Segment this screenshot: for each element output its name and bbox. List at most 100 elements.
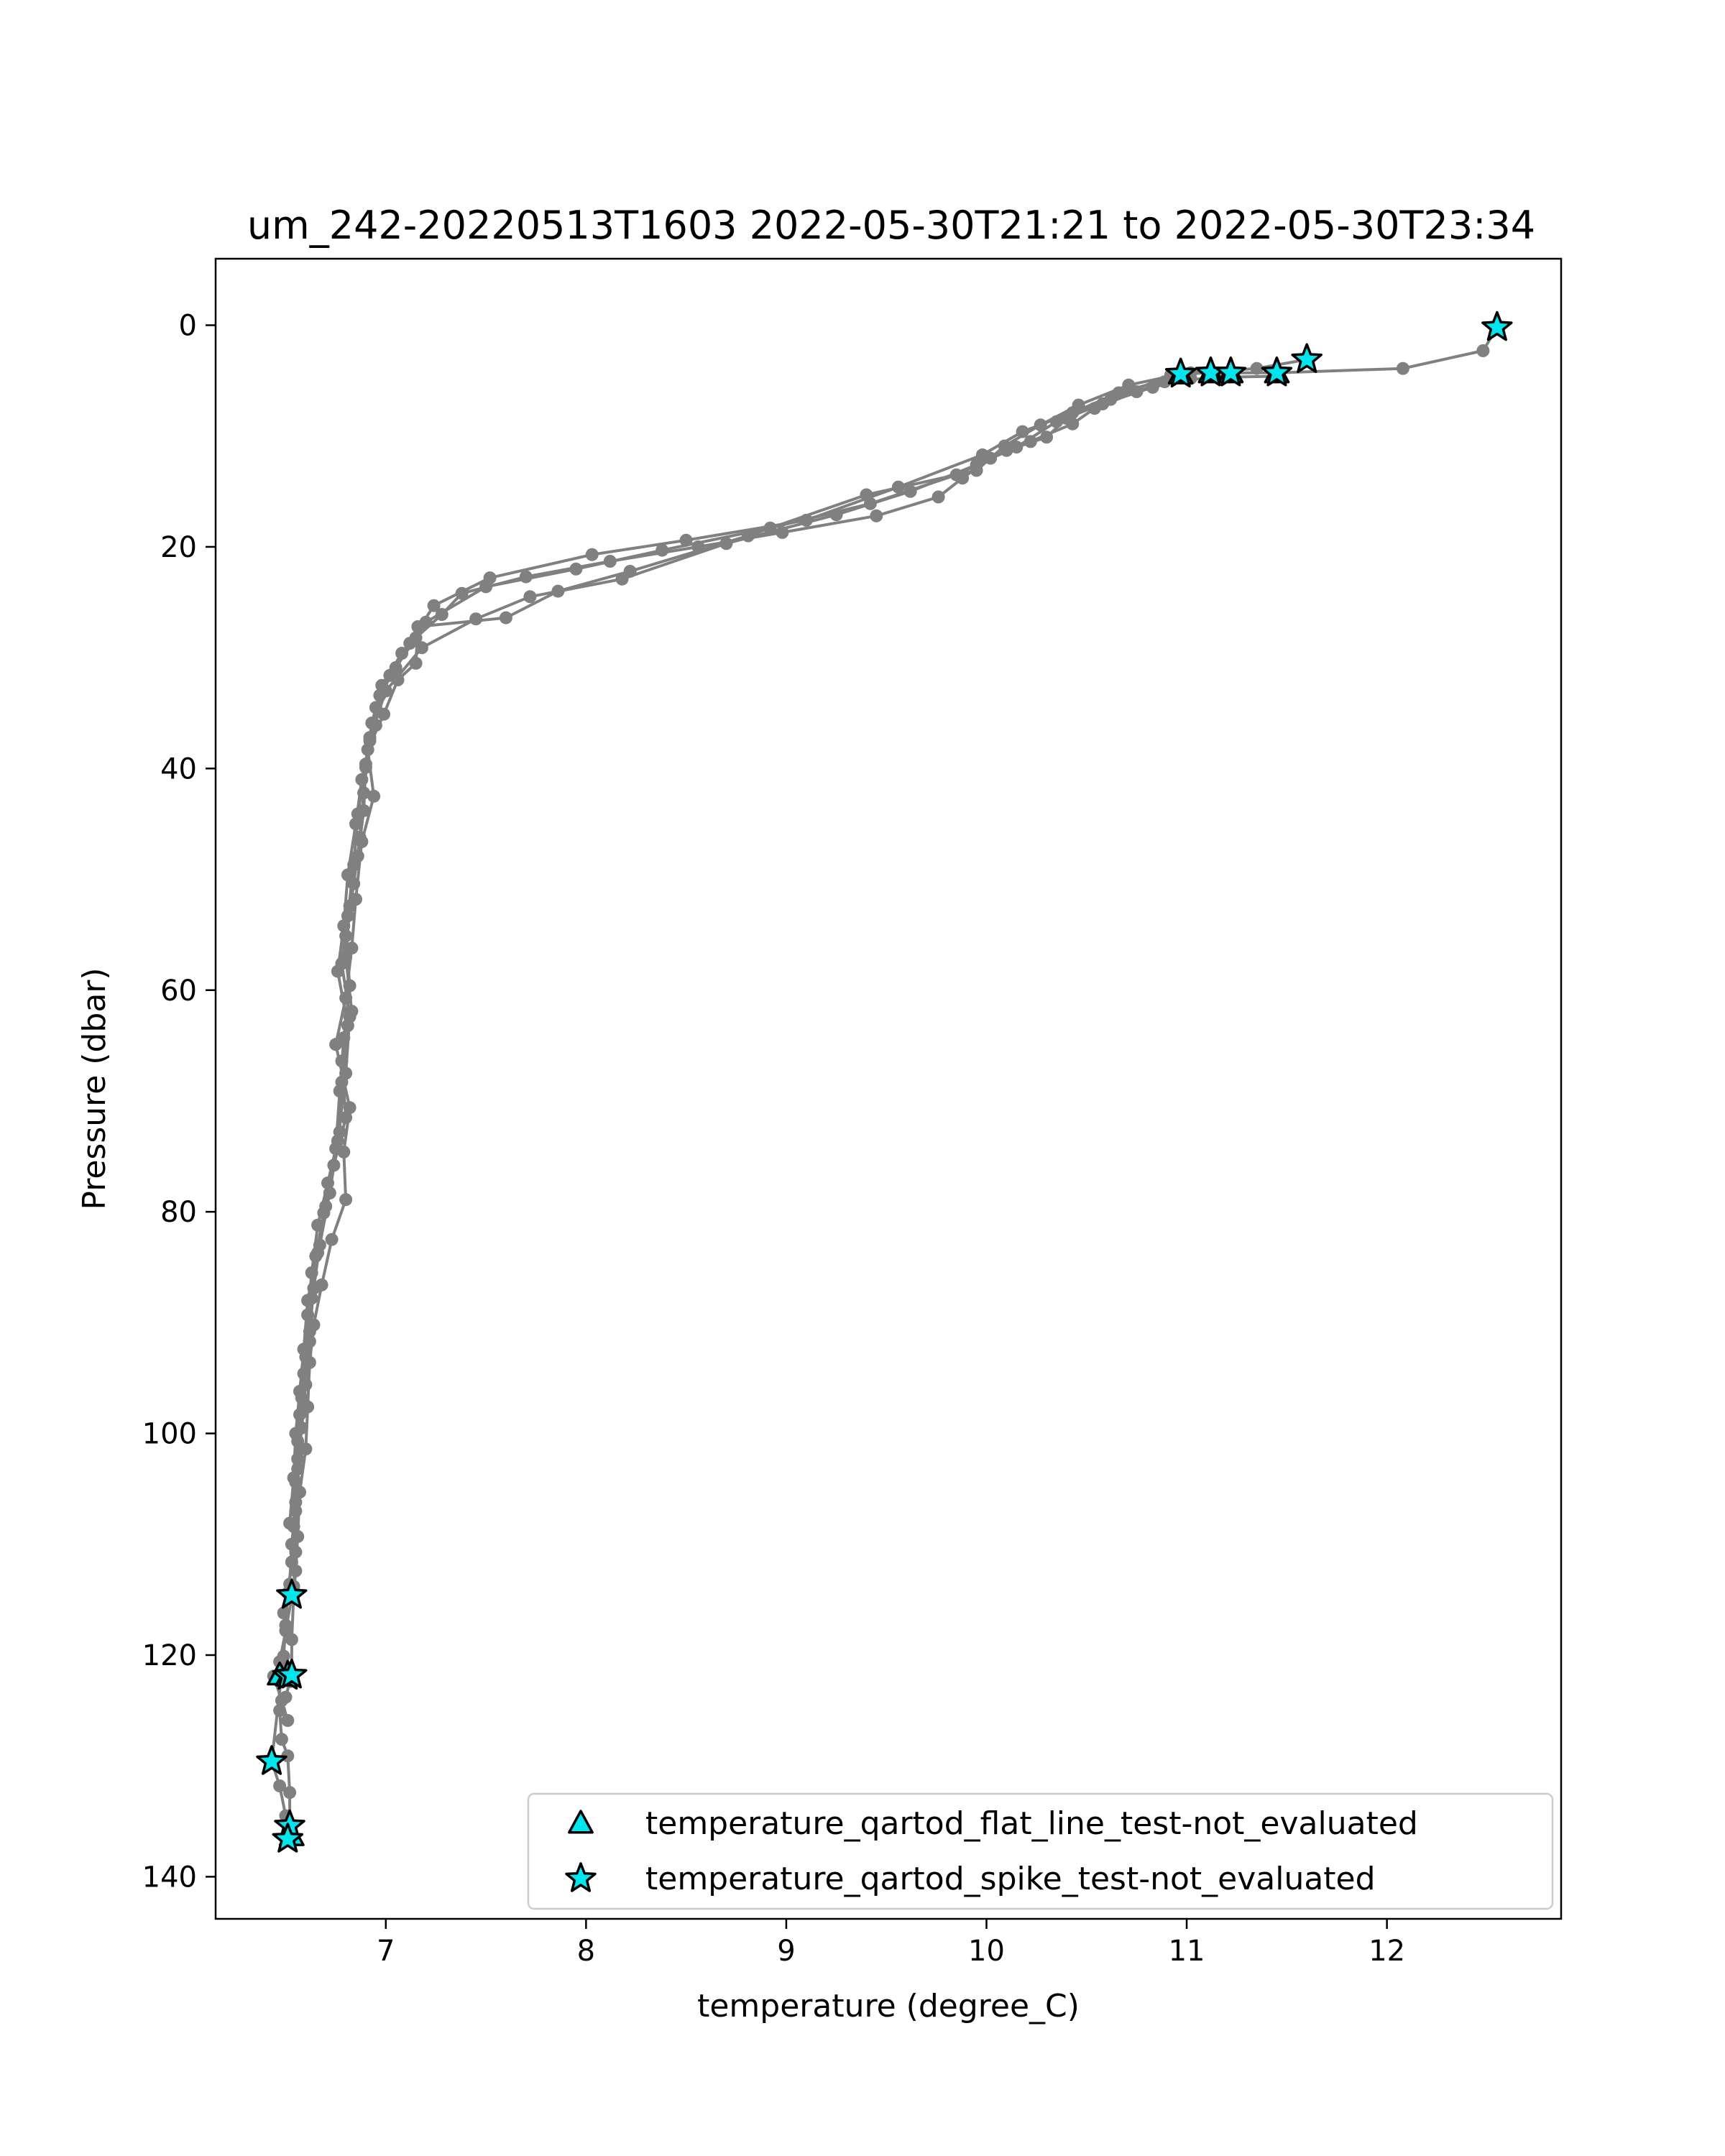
data-point xyxy=(325,1233,339,1246)
x-tick-label: 10 xyxy=(968,1935,1005,1968)
series-line xyxy=(272,374,1277,1721)
data-point xyxy=(293,1408,306,1422)
data-point xyxy=(1096,397,1110,410)
x-tick-label: 8 xyxy=(577,1935,595,1968)
legend-frame xyxy=(527,1792,1554,1910)
y-tick-label: 100 xyxy=(142,1418,197,1451)
series-2 xyxy=(267,369,1284,1727)
data-point xyxy=(289,1427,303,1440)
data-point xyxy=(285,1537,298,1551)
data-point xyxy=(297,1367,310,1381)
data-point xyxy=(333,1084,346,1098)
series-3 xyxy=(265,353,1314,1843)
data-point xyxy=(357,786,371,800)
series-5 xyxy=(283,372,1197,1530)
data-point xyxy=(293,1385,306,1398)
data-point xyxy=(353,831,367,844)
data-point xyxy=(719,537,733,550)
data-point xyxy=(615,572,629,586)
data-point xyxy=(275,1733,288,1746)
series-1 xyxy=(273,321,1504,1846)
series-line xyxy=(278,326,1499,1840)
data-point xyxy=(1146,380,1159,394)
legend-triangle-icon xyxy=(568,1810,594,1834)
flag-markers-star xyxy=(256,310,1513,1853)
flag-star-marker xyxy=(276,1658,308,1689)
data-point xyxy=(283,1786,297,1800)
flag-star-marker xyxy=(272,1823,304,1853)
y-tick-label: 0 xyxy=(179,310,197,343)
data-point xyxy=(419,615,433,629)
data-point xyxy=(335,957,349,970)
y-tick-label: 140 xyxy=(142,1861,197,1894)
y-tick-label: 120 xyxy=(142,1639,197,1672)
x-tick-label: 11 xyxy=(1169,1935,1205,1968)
data-point xyxy=(1010,441,1024,454)
data-point xyxy=(343,979,356,992)
data-point xyxy=(301,1294,315,1307)
data-point xyxy=(379,684,392,698)
x-tick-label: 9 xyxy=(777,1935,795,1968)
data-point xyxy=(279,1618,293,1632)
data-point xyxy=(339,1111,353,1125)
data-point xyxy=(319,1199,333,1213)
data-point xyxy=(281,1714,295,1727)
data-point xyxy=(339,929,353,943)
series-line xyxy=(288,377,1192,1524)
data-point xyxy=(277,1606,290,1620)
series-line xyxy=(270,358,1307,1836)
data-point xyxy=(311,1246,325,1260)
data-point xyxy=(367,789,381,803)
data-point xyxy=(656,543,669,557)
data-point xyxy=(523,590,537,604)
data-point xyxy=(347,877,361,890)
data-point xyxy=(870,509,883,522)
y-tick-label: 80 xyxy=(160,1196,197,1229)
flag-star-marker xyxy=(1261,356,1293,387)
data-point xyxy=(1396,361,1409,375)
legend-entry-triangle: temperature_qartod_flat_line_test-not_ev… xyxy=(568,1805,1418,1842)
plot-area-frame xyxy=(214,257,1563,1920)
data-point xyxy=(395,647,409,660)
x-tick-label: 12 xyxy=(1368,1935,1405,1968)
data-point xyxy=(427,599,441,612)
data-point xyxy=(287,1471,300,1485)
data-point xyxy=(499,611,512,625)
flag-star-marker xyxy=(256,1745,288,1775)
data-point xyxy=(299,1442,313,1456)
flag-markers-triangle xyxy=(267,359,1290,1846)
y-tick-label: 40 xyxy=(160,752,197,786)
flag-star-marker xyxy=(1164,357,1197,388)
data-point xyxy=(891,480,905,494)
data-point xyxy=(585,548,599,561)
legend-label: temperature_qartod_spike_test-not_evalua… xyxy=(645,1861,1376,1897)
x-axis: 7 8 9 10 11 12 xyxy=(377,1919,1405,1968)
y-axis: 0 20 40 60 80 100 120 140 xyxy=(142,310,216,1894)
legend-label: temperature_qartod_flat_line_test-not_ev… xyxy=(645,1805,1418,1842)
y-tick-label: 60 xyxy=(160,975,197,1008)
x-tick-label: 7 xyxy=(377,1935,395,1968)
data-point xyxy=(277,1649,290,1663)
flag-star-marker xyxy=(1481,310,1513,341)
data-point xyxy=(479,580,493,594)
data-point xyxy=(975,448,989,461)
data-point xyxy=(1016,425,1029,438)
data-point xyxy=(339,1193,353,1207)
data-point xyxy=(363,731,377,745)
legend-entries: temperature_qartod_flat_line_test-not_ev… xyxy=(565,1805,1418,1897)
data-point xyxy=(415,641,428,655)
legend: temperature_qartod_flat_line_test-not_ev… xyxy=(527,1792,1554,1910)
y-axis-label: Pressure (dbar) xyxy=(76,967,113,1210)
data-point xyxy=(283,1516,297,1530)
data-point xyxy=(1476,344,1490,357)
data-point xyxy=(1250,361,1264,375)
chart-title: um_242-20220513T1603 2022-05-30T21:21 to… xyxy=(247,203,1535,248)
data-point xyxy=(273,1779,287,1792)
data-point xyxy=(469,612,483,626)
data-point xyxy=(329,1142,343,1156)
legend-entry-star: temperature_qartod_spike_test-not_evalua… xyxy=(565,1861,1376,1897)
data-point xyxy=(347,858,361,872)
legend-star-icon xyxy=(565,1862,597,1892)
x-axis-label: temperature (degree_C) xyxy=(697,1988,1080,2024)
